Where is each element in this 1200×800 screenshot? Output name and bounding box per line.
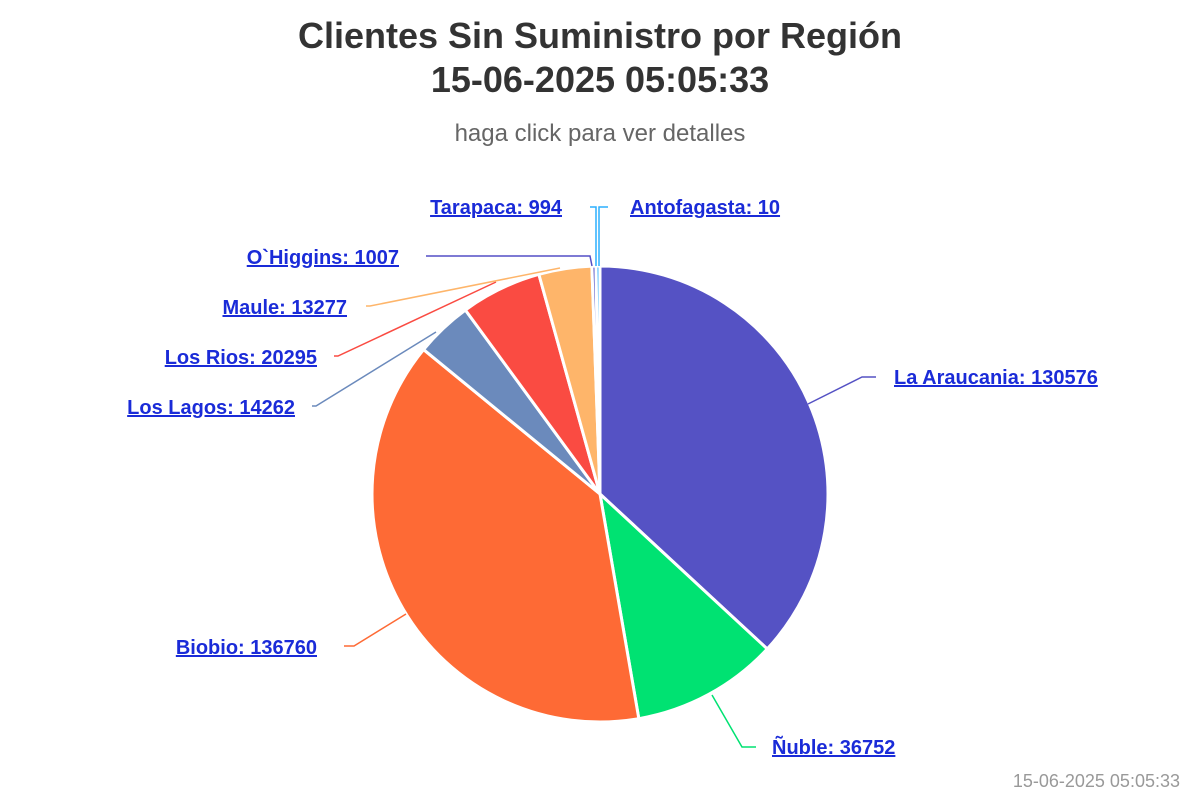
chart-title: Clientes Sin Suministro por Región 15-06… [0,14,1200,102]
pie-slice-biobio[interactable] [370,348,641,724]
connector-line-los-rios [334,281,497,357]
slice-label-antofagasta[interactable]: Antofagasta: 10 [630,197,780,219]
slice-label-los-rios[interactable]: Los Rios: 20295 [165,347,317,369]
connector-line-ñuble [711,694,756,748]
slice-label-los-lagos[interactable]: Los Lagos: 14262 [127,397,295,419]
chart-title-line1: Clientes Sin Suministro por Región [297,15,903,56]
connector-line-antofagasta [598,206,608,266]
chart-subtitle: haga click para ver detalles [454,120,746,147]
slice-label-tarapaca[interactable]: Tarapaca: 994 [430,197,563,219]
slice-label-la-araucania[interactable]: La Araucania: 130576 [894,367,1098,389]
pie-slice-ñuble[interactable] [598,492,769,721]
connector-line-o-higgins [426,255,593,267]
connector-line-la-araucania [807,376,876,405]
pie-slices [370,264,830,724]
slice-label-o-higgins[interactable]: O`Higgins: 1007 [247,247,399,269]
slice-label-ñuble[interactable]: Ñuble: 36752 [772,736,895,759]
connector-line-biobio [344,613,407,647]
chart-title-line2: 15-06-2025 05:05:33 [430,59,770,100]
label-connectors [312,206,876,748]
slice-label-maule[interactable]: Maule: 13277 [222,297,347,319]
connector-line-los-lagos [312,331,437,407]
connector-line-tarapaca [590,206,597,266]
slice-labels: La Araucania: 130576 Ñuble: 36752 Biobio: … [127,197,1098,759]
footer-timestamp: 15-06-2025 05:05:33 [1012,771,1180,791]
slice-label-biobio[interactable]: Biobio: 136760 [176,637,317,659]
connector-line-maule [366,267,561,307]
